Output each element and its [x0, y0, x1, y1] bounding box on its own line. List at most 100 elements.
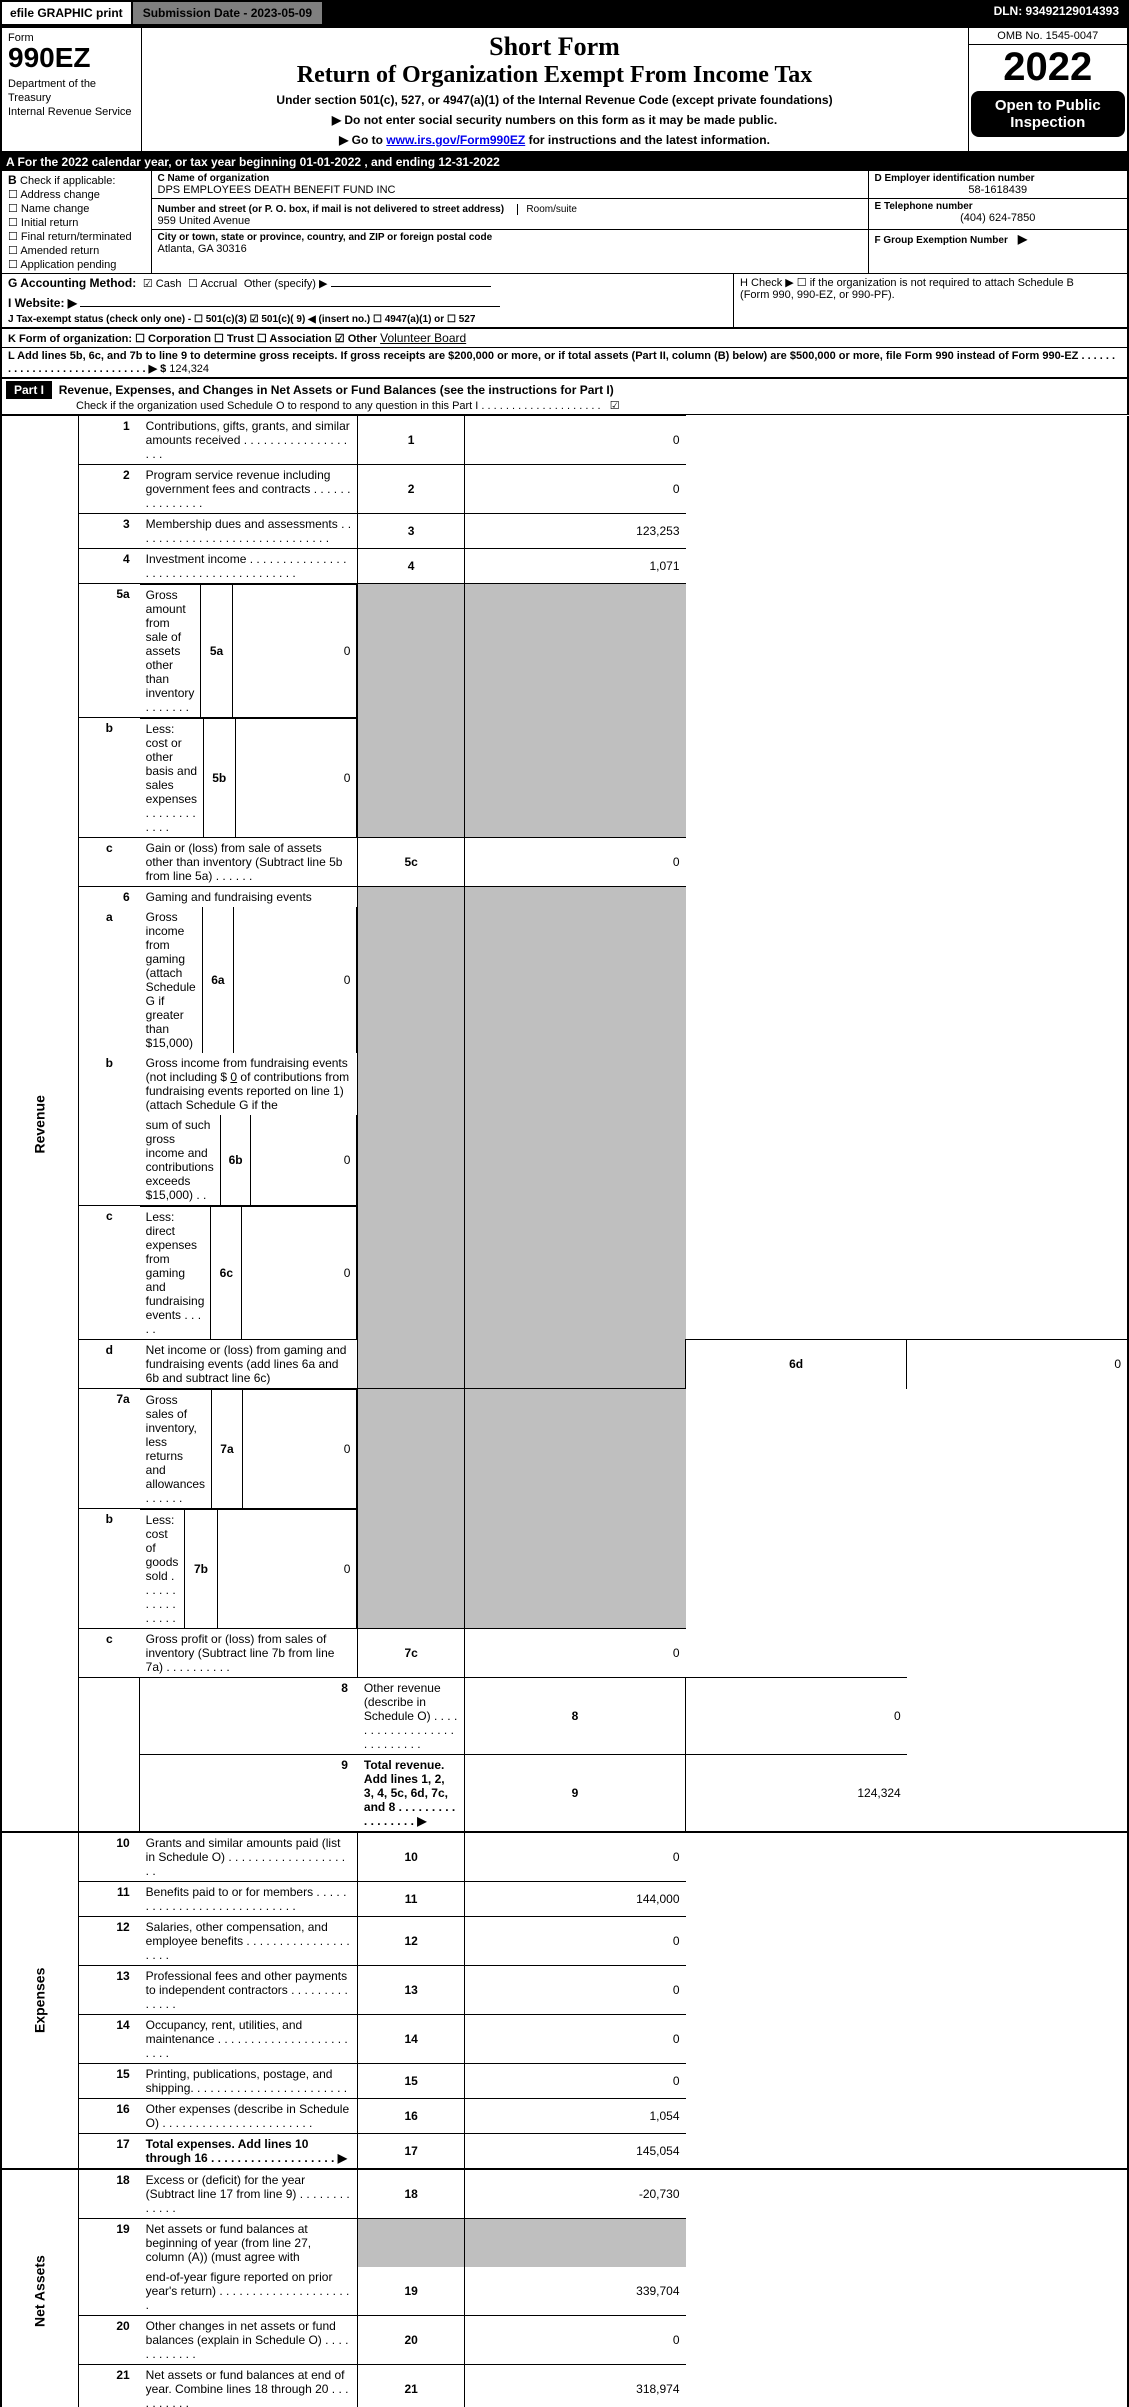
ln7a-sub: 7a [212, 1390, 243, 1509]
ln19b-desc: end-of-year figure reported on prior yea… [140, 2267, 358, 2316]
revenue-vertical-label: Revenue [1, 416, 78, 1833]
ln14-col: 14 [358, 2015, 464, 2064]
ln6-grey [358, 887, 464, 1389]
ln15-val: 0 [464, 2064, 685, 2099]
ln20-desc: Other changes in net assets or fund bala… [140, 2316, 358, 2365]
ln6b-desc2: sum of such gross income and contributio… [140, 1115, 221, 1205]
ln19a-desc: Net assets or fund balances at beginning… [140, 2219, 358, 2268]
i-label: I Website: ▶ [8, 296, 77, 310]
g-other[interactable]: Other (specify) ▶ [244, 278, 328, 290]
ln20-val: 0 [464, 2316, 685, 2365]
form-number: 990EZ [8, 44, 135, 72]
g-accrual[interactable]: Accrual [188, 278, 237, 290]
b-opt-pending[interactable]: Application pending [8, 259, 116, 271]
topbar-spacer [324, 0, 983, 26]
ln7ab-grey-val [464, 1389, 685, 1629]
ln4-desc: Investment income . . . . . . . . . . . … [140, 549, 358, 584]
ln7c-col: 7c [358, 1629, 464, 1678]
ssn-warning: ▶ Do not enter social security numbers o… [148, 113, 962, 127]
ln5a-desc: Gross amount from sale of assets other t… [140, 585, 201, 718]
ln13-val: 0 [464, 1966, 685, 2015]
b-check-if: Check if applicable: [20, 175, 115, 187]
ln2-col: 2 [358, 465, 464, 514]
g-label: G Accounting Method: [8, 276, 136, 290]
ln16-col: 16 [358, 2099, 464, 2134]
ln6-desc: Gaming and fundraising events [140, 887, 358, 908]
dln-number: DLN: 93492129014393 [984, 0, 1129, 26]
ln10-val: 0 [464, 1832, 685, 1882]
ln5b-sub: 5b [204, 719, 235, 838]
ln5c-col: 5c [358, 838, 464, 887]
ln5c-desc: Gain or (loss) from sale of assets other… [140, 838, 358, 887]
goto-line: ▶ Go to www.irs.gov/Form990EZ for instru… [148, 133, 962, 147]
ln1-val: 0 [464, 416, 685, 465]
ln7b-desc: Less: cost of goods sold . . . . . . . .… [140, 1510, 185, 1629]
ln19-grey-val [464, 2219, 685, 2268]
b-opt-initial[interactable]: Initial return [8, 217, 78, 229]
short-form-title: Short Form [148, 32, 962, 62]
line-a: A For the 2022 calendar year, or tax yea… [0, 153, 1129, 171]
g-other-blank [331, 286, 491, 287]
return-title: Return of Organization Exempt From Incom… [148, 62, 962, 89]
ln14-val: 0 [464, 2015, 685, 2064]
ln3-desc: Membership dues and assessments . . . . … [140, 514, 358, 549]
b-opt-amended[interactable]: Amended return [8, 245, 99, 257]
c-street-label: Number and street (or P. O. box, if mail… [158, 204, 505, 215]
b-label: B [8, 173, 17, 187]
ln19-grey [358, 2219, 464, 2268]
goto-pre: ▶ Go to [339, 133, 386, 147]
c-city: Atlanta, GA 30316 [158, 243, 862, 255]
ln18-desc: Excess or (deficit) for the year (Subtra… [140, 2169, 358, 2219]
ln21-val: 318,974 [464, 2365, 685, 2407]
ln17-desc: Total expenses. Add lines 10 through 16 … [140, 2134, 358, 2170]
ln19-val: 339,704 [464, 2267, 685, 2316]
k-other-val: Volunteer Board [380, 331, 466, 345]
k-line: K Form of organization: ☐ Corporation ☐ … [8, 333, 380, 345]
ln7c-desc: Gross profit or (loss) from sales of inv… [140, 1629, 358, 1678]
part1-sub-check[interactable]: ☑ [610, 400, 620, 412]
part1-sub: Check if the organization used Schedule … [76, 400, 601, 412]
ln7a-subval: 0 [242, 1390, 357, 1509]
ln11-desc: Benefits paid to or for members . . . . … [140, 1882, 358, 1917]
irs-link[interactable]: www.irs.gov/Form990EZ [386, 133, 525, 147]
expenses-vertical-label: Expenses [1, 1832, 78, 2169]
ln18-col: 18 [358, 2169, 464, 2219]
ln17-col: 17 [358, 2134, 464, 2170]
b-opt-name[interactable]: Name change [8, 203, 89, 215]
ln2-desc: Program service revenue including govern… [140, 465, 358, 514]
ln8-col: 8 [464, 1678, 685, 1755]
b-opt-address[interactable]: Address change [8, 189, 100, 201]
ln6c-desc: Less: direct expenses from gaming and fu… [140, 1207, 211, 1340]
ln9-col: 9 [464, 1755, 685, 1833]
ln7c-val: 0 [464, 1629, 685, 1678]
ln21-col: 21 [358, 2365, 464, 2407]
ln6c-sub: 6c [211, 1207, 242, 1340]
ln6a-desc: Gross income from gaming (attach Schedul… [140, 907, 203, 1053]
part1-header: Part I Revenue, Expenses, and Changes in… [0, 377, 1129, 415]
part1-badge: Part I [6, 381, 52, 399]
ln15-desc: Printing, publications, postage, and shi… [140, 2064, 358, 2099]
ln7b-subval: 0 [217, 1510, 357, 1629]
part1-table: Revenue 1 Contributions, gifts, grants, … [0, 415, 1129, 2407]
ln3-col: 3 [358, 514, 464, 549]
ln19-col: 19 [358, 2267, 464, 2316]
ln6a-sub: 6a [202, 907, 233, 1053]
efile-print-button[interactable]: efile GRAPHIC print [0, 0, 133, 26]
l-value: 124,324 [169, 363, 209, 375]
ln1-desc: Contributions, gifts, grants, and simila… [140, 416, 358, 465]
ln18-val: -20,730 [464, 2169, 685, 2219]
ln15-col: 15 [358, 2064, 464, 2099]
b-opt-final[interactable]: Final return/terminated [8, 231, 132, 243]
goto-post: for instructions and the latest informat… [525, 133, 770, 147]
submission-date: Submission Date - 2023-05-09 [133, 0, 324, 26]
c-name-label: C Name of organization [158, 173, 862, 184]
f-arrow-icon: ▶ [1018, 232, 1027, 246]
g-cash[interactable]: Cash [143, 278, 182, 290]
ln6-grey-val [464, 887, 685, 1389]
ln6b-sub: 6b [220, 1115, 251, 1205]
dept-treasury: Department of the Treasury [8, 78, 135, 106]
ln13-desc: Professional fees and other payments to … [140, 1966, 358, 2015]
ln1-num: 1 [78, 416, 139, 465]
ln5ab-grey-val [464, 584, 685, 838]
top-bar: efile GRAPHIC print Submission Date - 20… [0, 0, 1129, 26]
